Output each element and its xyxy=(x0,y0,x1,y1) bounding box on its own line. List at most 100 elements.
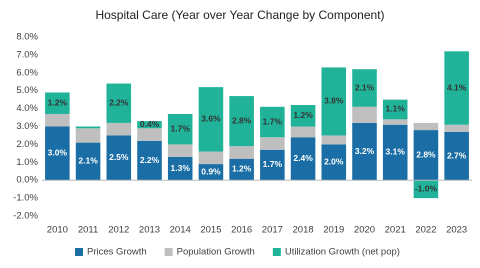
bar-segment xyxy=(229,146,254,159)
x-tick-label: 2017 xyxy=(262,225,283,236)
bar-segment xyxy=(45,113,70,127)
bar-segment xyxy=(413,180,439,199)
legend-swatch xyxy=(272,248,281,256)
bar-segment xyxy=(75,128,101,143)
bar-segment xyxy=(167,156,193,181)
bar-segment xyxy=(260,106,285,138)
y-tick-label: -1.0% xyxy=(13,193,38,204)
chart-title: Hospital Care (Year over Year Change by … xyxy=(95,8,384,22)
x-tick-label: 2018 xyxy=(293,225,314,236)
bar-segment xyxy=(321,144,347,181)
x-tick-label: 2019 xyxy=(323,225,344,236)
x-tick-label: 2016 xyxy=(231,225,252,236)
x-tick-label: 2015 xyxy=(200,225,221,236)
bar-segment xyxy=(137,128,162,141)
legend-swatch xyxy=(164,248,173,256)
value-label: 2.1% xyxy=(78,156,98,166)
value-label: 4.1% xyxy=(447,82,467,92)
value-label: 2.5% xyxy=(109,152,129,162)
value-label: 3.6% xyxy=(201,114,221,124)
x-tick-label: 2010 xyxy=(47,225,68,236)
value-label: 2.8% xyxy=(416,149,436,159)
bar-segment xyxy=(321,67,347,136)
bar-segment xyxy=(382,99,408,120)
y-tick-label: 5.0% xyxy=(16,85,38,96)
bar-segment xyxy=(198,164,224,181)
bar-segment xyxy=(321,135,347,145)
bar-segment xyxy=(167,144,193,157)
bar-segment xyxy=(444,131,469,181)
value-label: 1.2% xyxy=(293,110,313,120)
x-tick-label: 2022 xyxy=(415,225,436,236)
value-label: 2.4% xyxy=(293,153,313,163)
bar-segment xyxy=(75,142,101,181)
bar-segment xyxy=(444,51,469,125)
legend-swatch xyxy=(75,248,83,256)
value-label: 3.0% xyxy=(48,148,68,158)
bar-segment xyxy=(290,126,316,138)
x-tick-label: 2011 xyxy=(78,225,98,236)
bar-segment xyxy=(382,124,408,181)
value-label: -1.0% xyxy=(415,183,438,193)
bar-segment xyxy=(413,122,439,131)
y-tick-label: 8.0% xyxy=(16,32,38,43)
x-tick-label: 2020 xyxy=(354,225,375,236)
legend-label: Utilization Growth (net pop) xyxy=(285,247,400,258)
value-label: 0.9% xyxy=(201,166,221,176)
x-tick-label: 2012 xyxy=(108,225,129,236)
bar-segment xyxy=(75,126,101,129)
y-tick-label: 2.0% xyxy=(16,139,38,150)
y-tick-label: 4.0% xyxy=(16,103,38,114)
bar-segment xyxy=(352,69,377,107)
bar-segment xyxy=(106,83,132,123)
value-label: 2.8% xyxy=(232,115,252,125)
value-label: 1.7% xyxy=(263,159,283,169)
bar-segment xyxy=(290,137,316,181)
bar-segment xyxy=(198,151,224,165)
y-tick-label: -2.0% xyxy=(13,211,38,222)
bar-segment xyxy=(167,113,193,145)
bar-segment xyxy=(444,124,469,132)
value-label: 2.0% xyxy=(324,157,344,167)
bar-segment xyxy=(290,105,316,127)
bar-segment xyxy=(260,137,285,150)
bar-segment xyxy=(106,122,132,136)
y-tick-label: 6.0% xyxy=(16,67,38,78)
value-label: 1.2% xyxy=(48,97,68,107)
value-label: 1.7% xyxy=(263,116,283,126)
y-tick-label: 7.0% xyxy=(16,49,38,60)
value-label: 0.4% xyxy=(140,119,160,129)
value-label: 2.2% xyxy=(109,97,129,107)
x-tick-label: 2013 xyxy=(139,225,160,236)
bar-segment xyxy=(137,121,162,129)
bar-segment xyxy=(260,149,285,181)
value-label: 2.7% xyxy=(447,150,467,160)
bar-segment xyxy=(229,96,254,147)
value-label: 3.2% xyxy=(355,146,375,156)
value-label: 1.1% xyxy=(386,104,406,114)
y-tick-label: 3.0% xyxy=(16,121,38,132)
legend-label: Prices Growth xyxy=(87,247,147,258)
x-tick-label: 2023 xyxy=(446,225,467,236)
bar-segment xyxy=(106,135,132,181)
value-label: 1.7% xyxy=(171,123,191,133)
legend-label: Population Growth xyxy=(177,247,255,258)
value-label: 1.2% xyxy=(232,164,252,174)
value-label: 3.8% xyxy=(324,96,344,106)
bar-segment xyxy=(137,140,162,181)
bar-segment xyxy=(413,130,439,181)
bar-segment xyxy=(382,119,408,125)
x-tick-label: 2021 xyxy=(385,225,406,236)
value-label: 2.1% xyxy=(355,82,375,92)
bar-segment xyxy=(45,126,70,181)
bar-segment xyxy=(352,106,377,123)
bar-segment xyxy=(352,122,377,181)
value-label: 2.2% xyxy=(140,155,160,165)
x-tick-label: 2014 xyxy=(170,225,191,236)
y-tick-label: 1.0% xyxy=(16,157,38,168)
bar-segment xyxy=(229,158,254,181)
bar-segment xyxy=(45,92,70,114)
y-tick-label: 0.0% xyxy=(16,175,38,186)
value-label: 1.3% xyxy=(171,163,191,173)
